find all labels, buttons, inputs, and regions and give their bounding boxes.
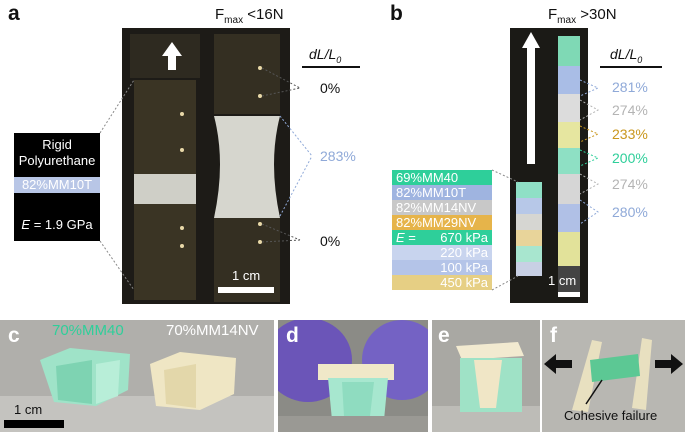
- panel-d-photo: [278, 320, 428, 432]
- legend-e-label: E =: [396, 230, 416, 245]
- fmax-subscript: max: [224, 15, 244, 26]
- fmax-subscript: max: [557, 15, 577, 26]
- e-eq: =: [404, 230, 416, 245]
- fmax-symbol: F: [215, 6, 225, 23]
- panel-a-photo: [122, 28, 290, 304]
- panel-d: d: [278, 320, 428, 432]
- legend-e2: 220 kPa: [440, 245, 488, 260]
- panel-f-photo: [542, 320, 685, 432]
- dl-symbol: dL/L: [610, 46, 638, 62]
- panel-a-dl-rule: [302, 66, 360, 68]
- panel-b-value-5: 274%: [612, 176, 648, 192]
- legend-modulus: E = 1.9 GPa: [14, 217, 100, 232]
- panel-e: e: [432, 320, 540, 432]
- panel-a-value-bottom: 0%: [320, 233, 341, 249]
- legend-mm29nv: 82%MM29NV: [392, 215, 492, 230]
- legend-mm10t: 82%MM10T: [392, 185, 492, 200]
- dl-subscript: 0: [336, 54, 342, 65]
- fmax-symbol: F: [548, 6, 558, 23]
- panel-a-scale-bar: [218, 287, 274, 293]
- fmax-value: <16N: [243, 6, 284, 23]
- panel-b-photo: [510, 28, 588, 303]
- legend-material: 82%MM10T: [14, 177, 100, 193]
- panel-b-fmax: Fmax >30N: [548, 6, 617, 26]
- e-symbol: E: [396, 230, 405, 245]
- panel-a-letter: a: [8, 2, 20, 25]
- fmax-value: >30N: [576, 6, 617, 23]
- panel-e-photo: [432, 320, 540, 432]
- panel-e-letter: e: [438, 324, 450, 347]
- legend-e3-row: 100 kPa: [392, 260, 492, 275]
- panel-a-scale-label: 1 cm: [232, 268, 261, 283]
- legend-e4: 450 kPa: [440, 275, 488, 290]
- dl-subscript: 0: [637, 54, 643, 65]
- legend-e2-row: 220 kPa: [392, 245, 492, 260]
- panel-a-value-mid: 283%: [320, 148, 356, 164]
- panel-c-scale-label: 1 cm: [14, 402, 43, 417]
- panel-a-legend: Rigid Polyurethane 82%MM10T E = 1.9 GPa: [14, 133, 100, 241]
- modulus-symbol: E: [21, 217, 31, 232]
- panel-b-scale-label: 1 cm: [548, 273, 577, 288]
- legend-e1-row: E = 670 kPa: [392, 230, 492, 245]
- panel-c: c 70%MM40 70%MM14NV 1 cm: [0, 320, 274, 432]
- panel-d-letter: d: [286, 324, 299, 347]
- legend-e1: 670 kPa: [440, 230, 488, 245]
- panel-b-value-6: 280%: [612, 204, 648, 220]
- panel-b-value-4: 200%: [612, 150, 648, 166]
- legend-line2: Polyurethane: [18, 153, 96, 168]
- panel-c-photo: [0, 320, 274, 432]
- panel-f: f Cohesive failure: [542, 320, 685, 432]
- panel-f-annotation: Cohesive failure: [564, 408, 658, 423]
- modulus-value: = 1.9 GPa: [30, 217, 93, 232]
- panel-b-dl-header: dL/L0: [610, 46, 642, 65]
- legend-mm40: 69%MM40: [392, 170, 492, 185]
- legend-e3: 100 kPa: [440, 260, 488, 275]
- panel-a-value-top: 0%: [320, 80, 341, 96]
- panel-b-scale-bar: [558, 292, 580, 297]
- panel-a-fmax: Fmax <16N: [215, 6, 284, 26]
- legend-e4-row: 450 kPa: [392, 275, 492, 290]
- panel-c-letter: c: [8, 324, 20, 347]
- legend-line1: Rigid: [42, 137, 72, 152]
- panel-b-value-1: 281%: [612, 79, 648, 95]
- panel-a-dl-header: dL/L0: [309, 46, 341, 65]
- legend-mm14nv: 82%MM14NV: [392, 200, 492, 215]
- panel-b-dl-rule: [600, 66, 662, 68]
- dl-symbol: dL/L: [309, 46, 337, 62]
- panel-c-label-green: 70%MM40: [52, 322, 124, 339]
- panel-c-label-cream: 70%MM14NV: [166, 322, 259, 339]
- panel-b-letter: b: [390, 2, 403, 25]
- panel-b-value-2: 274%: [612, 102, 648, 118]
- panel-c-scale-bar: [4, 420, 64, 428]
- panel-b-value-3: 233%: [612, 126, 648, 142]
- panel-f-letter: f: [550, 324, 557, 347]
